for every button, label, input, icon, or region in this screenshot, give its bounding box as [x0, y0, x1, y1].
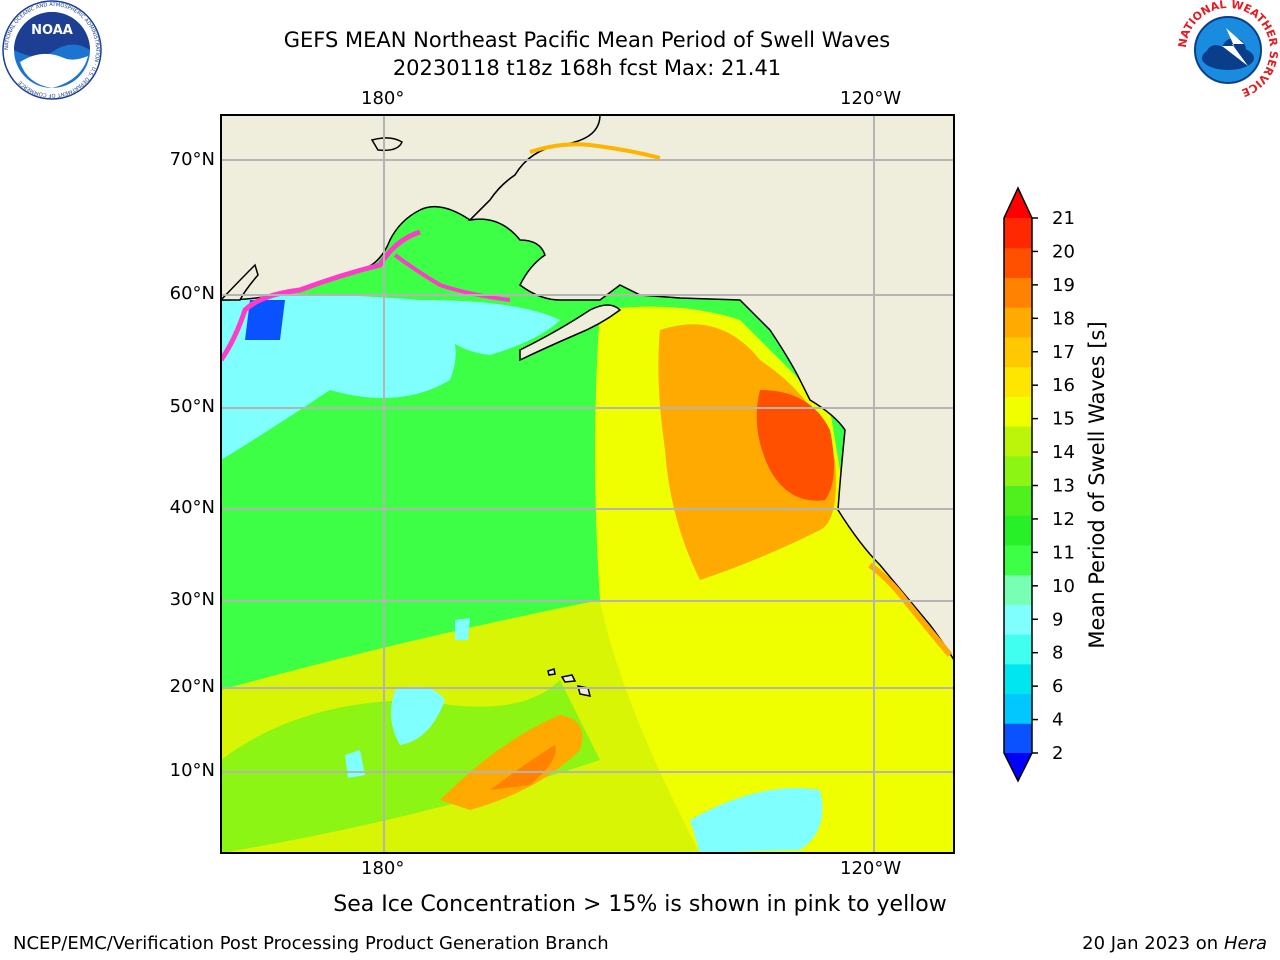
- colorbar-tick-label: 12: [1052, 509, 1075, 530]
- colorbar-label: Mean Period of Swell Waves [s]: [1085, 321, 1109, 649]
- graticule: [221, 115, 954, 853]
- map-frame: [220, 114, 955, 854]
- field-cyan-south: [690, 788, 823, 853]
- colorbar-tick-label: 17: [1052, 342, 1075, 363]
- field-red-core: [756, 390, 834, 501]
- lon-label-bottom-120w: 120°W: [840, 858, 902, 879]
- chart-subtitle: 20230118 t18z 168h fcst Max: 21.41: [392, 56, 782, 80]
- colorbar-segment: [1004, 515, 1032, 546]
- svg-text:NOAA: NOAA: [31, 23, 73, 38]
- colorbar-segment: [1004, 247, 1032, 278]
- colorbar-segment: [1004, 307, 1032, 338]
- colorbar-tick-label: 21: [1052, 208, 1075, 229]
- colorbar-segment: [1004, 218, 1032, 249]
- lon-label-top-180: 180°: [361, 88, 405, 109]
- chart-title: GEFS MEAN Northeast Pacific Mean Period …: [283, 28, 891, 52]
- colorbar-segment: [1004, 485, 1032, 516]
- lon-label-bottom-180: 180°: [361, 858, 405, 879]
- colorbar-tick-label: 13: [1052, 476, 1075, 497]
- colorbar-segment: [1004, 277, 1032, 308]
- colorbar-tick-label: 16: [1052, 375, 1075, 396]
- field-orange-core: [658, 324, 836, 580]
- colorbar-tick-label: 14: [1052, 442, 1075, 463]
- colorbar-tick-label: 10: [1052, 576, 1075, 597]
- colorbar-tick-label: 2: [1052, 743, 1063, 764]
- colorbar-tick-label: 11: [1052, 542, 1075, 563]
- field-cyan-gulf: [420, 300, 560, 355]
- lat-label-30n: 30°N: [169, 589, 215, 610]
- sea-ice-edge-north: [529, 142, 661, 160]
- lat-label-40n: 40°N: [169, 497, 215, 518]
- field-cyan-spot: [455, 618, 470, 640]
- lat-label-50n: 50°N: [169, 396, 215, 417]
- field-orange-south-core: [490, 745, 556, 790]
- colorbar-tick-label: 19: [1052, 275, 1075, 296]
- field-cyan-hawaii: [391, 686, 445, 745]
- colorbar-segment: [1004, 634, 1032, 665]
- field-band-green-sw: [221, 680, 600, 853]
- colorbar-under-arrow: [1004, 753, 1032, 781]
- colorbar-segment: [1004, 544, 1032, 576]
- colorbar-tick-label: 4: [1052, 710, 1063, 731]
- colorbar-tick-label: 9: [1052, 609, 1063, 630]
- sea-ice-edge-west: [221, 229, 421, 362]
- field-blue-nw: [245, 300, 285, 340]
- colorbar-segment: [1004, 426, 1032, 457]
- colorbar-tick-label: 15: [1052, 409, 1075, 430]
- colorbar-segment: [1004, 604, 1032, 635]
- colorbar-tick-label: 20: [1052, 241, 1075, 262]
- footer-credit: NCEP/EMC/Verification Post Processing Pr…: [13, 933, 609, 954]
- nws-logo-icon: NATIONAL WEATHER SERVICE: [1178, 0, 1278, 99]
- colorbar-over-arrow: [1004, 188, 1032, 218]
- colorbar-segment: [1004, 663, 1032, 695]
- lat-label-70n: 70°N: [169, 149, 215, 170]
- footer-date: 20 Jan 2023 on Hera: [1082, 933, 1267, 954]
- colorbar-segment: [1004, 366, 1032, 397]
- lat-label-10n: 10°N: [169, 760, 215, 781]
- colorbar-tick-label: 8: [1052, 643, 1063, 664]
- caption: Sea Ice Concentration > 15% is shown in …: [333, 892, 947, 917]
- colorbar-segment: [1004, 723, 1032, 754]
- colorbar-segment: [1004, 693, 1032, 724]
- colorbar-segment: [1004, 455, 1032, 486]
- field-orange-south: [440, 715, 583, 810]
- colorbar-segment: [1004, 396, 1032, 427]
- sea-ice-edge-bering: [393, 253, 511, 302]
- lon-label-top-120w: 120°W: [840, 88, 902, 109]
- lat-label-60n: 60°N: [169, 283, 215, 304]
- colorbar-tick-label: 6: [1052, 676, 1063, 697]
- colorbar-segment: [1004, 336, 1032, 368]
- noaa-logo-icon: NOAA NATIONAL OCEANIC AND ATMOSPHERIC AD…: [2, 0, 102, 100]
- alaska-peninsula: [519, 304, 622, 362]
- colorbar-segment: [1004, 574, 1032, 605]
- colorbar-tick-label: 18: [1052, 308, 1075, 329]
- colorbar: 2 4 6 8 9 10 11 12 13 14 15 16 17 18 19 20 21: [1003, 186, 1075, 783]
- lat-label-20n: 20°N: [169, 676, 215, 697]
